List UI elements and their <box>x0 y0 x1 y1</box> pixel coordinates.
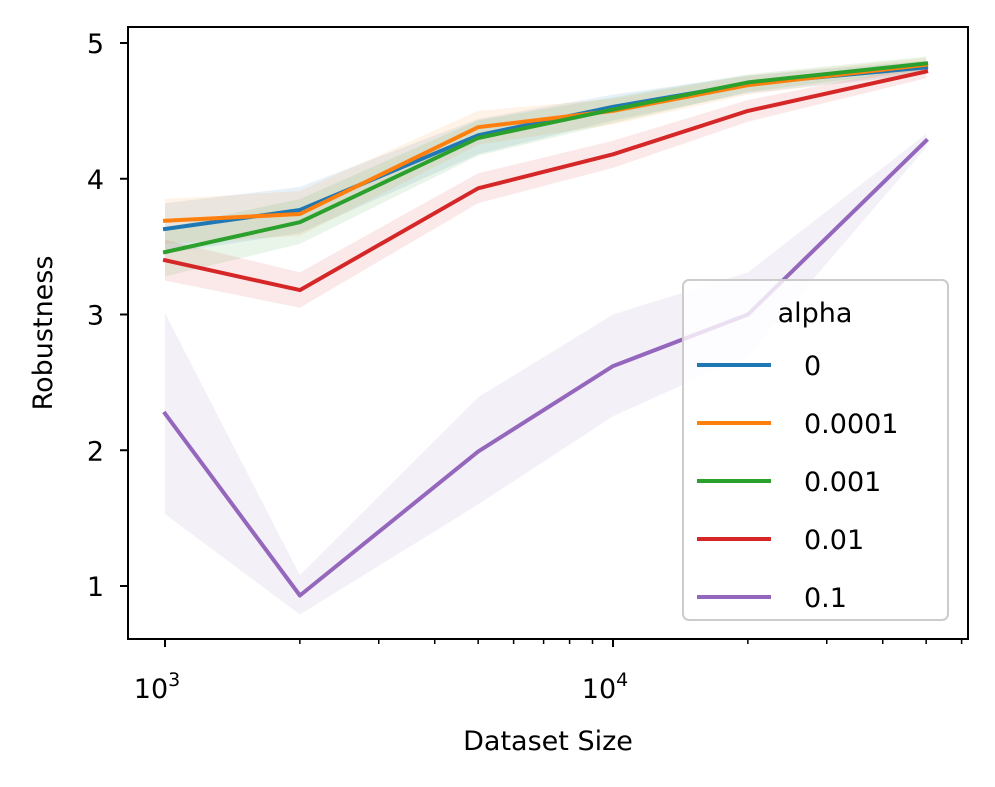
series-line-0.0001 <box>162 62 929 223</box>
legend-entries: 0 0.0001 0.001 0.01 0.1 <box>697 351 898 614</box>
legend: alpha 0 0.0001 0.001 0.01 0.1 <box>682 279 949 621</box>
series-line-0.01 <box>162 69 929 293</box>
y-tick-label: 5 <box>87 29 104 60</box>
confidence-band-0.1 <box>165 134 927 615</box>
legend-title: alpha <box>778 298 853 329</box>
confidence-band-0.001 <box>165 56 927 277</box>
legend-label-0.01: 0.01 <box>804 525 864 556</box>
x-tick-label: 104 <box>582 669 628 705</box>
series-lines <box>162 61 929 598</box>
legend-label-0: 0 <box>804 351 821 382</box>
y-tick-label: 4 <box>87 165 104 196</box>
y-tick-label: 2 <box>87 436 104 467</box>
confidence-band-0.01 <box>165 64 927 308</box>
x-axis-label: Dataset Size <box>463 726 633 757</box>
y-tick-label: 3 <box>87 301 104 332</box>
y-axis-label: Robustness <box>28 256 59 411</box>
legend-label-0.001: 0.001 <box>804 467 881 498</box>
series-line-0.001 <box>162 61 929 255</box>
y-tick-label: 1 <box>87 572 104 603</box>
legend-label-0.0001: 0.0001 <box>804 409 898 440</box>
plot-frame <box>127 26 969 640</box>
x-axis-ticks: 103 104 <box>134 639 963 705</box>
confidence-band-0 <box>165 60 927 254</box>
x-tick-label: 103 <box>134 669 180 705</box>
y-axis-ticks: 1 2 3 4 5 <box>87 29 128 603</box>
legend-box <box>682 279 949 621</box>
legend-label-0.1: 0.1 <box>804 583 847 614</box>
